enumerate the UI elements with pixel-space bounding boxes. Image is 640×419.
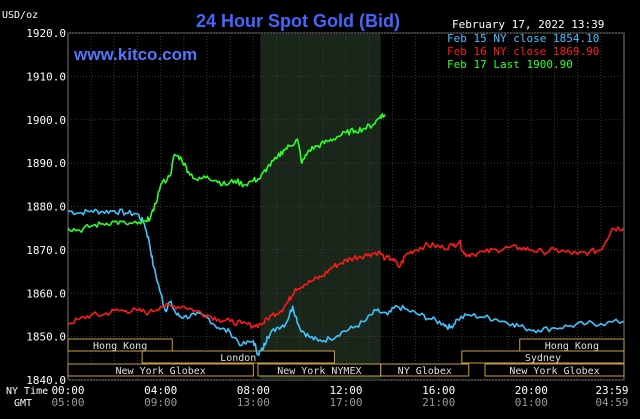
chart-title: 24 Hour Spot Gold (Bid) xyxy=(196,11,400,31)
y-tick-label: 1870.0 xyxy=(26,244,66,257)
session-bar: Hong Kong xyxy=(519,338,625,352)
x-tick-ny: 04:00 xyxy=(144,384,177,397)
legend: Feb 15 NY close 1854.10 Feb 16 NY close … xyxy=(447,32,599,71)
brand-watermark[interactable]: www.kitco.com xyxy=(73,45,197,64)
session-bar: New York Globex xyxy=(484,363,625,377)
gmt-label: GMT xyxy=(14,398,32,409)
session-box xyxy=(67,338,173,352)
y-tick-label: 1890.0 xyxy=(26,157,66,170)
ny-time-label: NY Time xyxy=(6,386,48,397)
session-label: Hong Kong xyxy=(93,341,147,352)
legend-item-feb17: Feb 17 Last 1900.90 xyxy=(447,58,573,71)
session-bar: Sydney xyxy=(461,350,625,364)
series-line xyxy=(67,226,625,330)
y-tick-label: 1910.0 xyxy=(26,70,66,83)
grid xyxy=(68,32,624,381)
session-label: New York Globex xyxy=(116,366,206,377)
session-label: New York NYMEX xyxy=(277,366,361,377)
session-bar: NY Globex xyxy=(380,363,470,377)
x-tick-ny: 16:00 xyxy=(422,384,455,397)
session-bar: Hong Kong xyxy=(67,338,173,352)
session-label: Hong Kong xyxy=(545,341,599,352)
x-tick-gmt: 04:59 xyxy=(595,396,628,409)
legend-item-feb16: Feb 16 NY close 1869.90 xyxy=(447,45,599,58)
x-tick-gmt: 13:00 xyxy=(237,396,270,409)
session-bar: London xyxy=(141,350,335,364)
legend-item-feb15: Feb 15 NY close 1854.10 xyxy=(447,32,599,45)
series-line xyxy=(67,208,624,357)
unit-label: USD/oz xyxy=(2,10,38,21)
session-label: NY Globex xyxy=(398,366,452,377)
y-tick-label: 1880.0 xyxy=(26,201,66,214)
price-series xyxy=(67,113,625,357)
y-tick-label: 1920.0 xyxy=(26,27,66,40)
y-tick-label: 1840.0 xyxy=(26,374,66,387)
x-tick-gmt: 01:00 xyxy=(515,396,548,409)
series-line xyxy=(67,113,386,233)
session-box xyxy=(141,350,335,364)
x-tick-gmt: 05:00 xyxy=(51,396,84,409)
session-bar: New York NYMEX xyxy=(257,363,382,377)
session-box xyxy=(380,363,470,377)
x-tick-ny: 12:00 xyxy=(329,384,362,397)
y-axis-ticks: 1840.0 1850.0 1860.0 1870.0 1880.0 1890.0 1900… xyxy=(26,27,66,387)
session-bar: New York Globex xyxy=(67,363,254,377)
x-tick-ny: 20:00 xyxy=(515,384,548,397)
x-tick-ny: 08:00 xyxy=(237,384,270,397)
y-tick-label: 1860.0 xyxy=(26,287,66,300)
market-sessions: Hong Kong Hong Kong London Sydney New York G… xyxy=(67,338,625,377)
x-tick-gmt: 21:00 xyxy=(422,396,455,409)
x-tick-gmt: 09:00 xyxy=(144,396,177,409)
session-box xyxy=(484,363,625,377)
session-box xyxy=(461,350,625,364)
x-tick-ny: 00:00 xyxy=(51,384,84,397)
session-box xyxy=(67,363,254,377)
timestamp: February 17, 2022 13:39 xyxy=(452,18,604,31)
session-label: New York Globex xyxy=(509,366,599,377)
x-tick-ny: 23:59 xyxy=(595,384,628,397)
session-label: London xyxy=(220,353,256,364)
session-label: Sydney xyxy=(525,353,561,364)
y-tick-label: 1900.0 xyxy=(26,114,66,127)
y-tick-label: 1850.0 xyxy=(26,331,66,344)
x-tick-gmt: 17:00 xyxy=(329,396,362,409)
